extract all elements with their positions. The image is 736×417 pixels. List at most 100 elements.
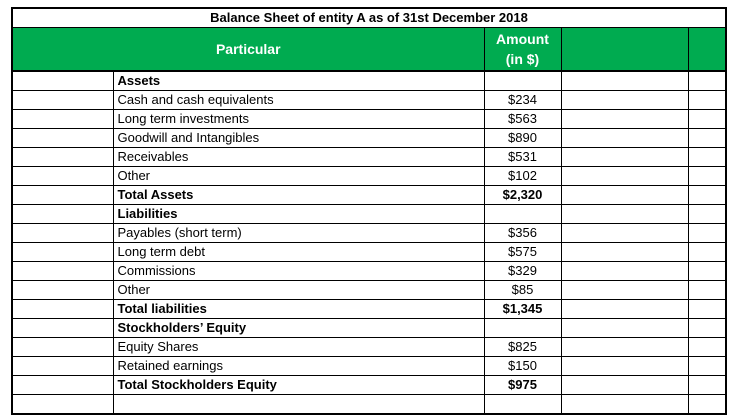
empty-cell	[560, 375, 689, 395]
row-index-cell	[11, 70, 114, 91]
empty-cell	[560, 242, 689, 262]
row-index-cell	[11, 109, 114, 129]
row-index-cell	[11, 128, 114, 148]
empty-cell	[560, 90, 689, 110]
row-amount-cell: $2,320	[483, 185, 562, 205]
row-amount-cell	[483, 204, 562, 224]
amount-header-line1: Amount	[496, 31, 549, 47]
column-header-empty-2	[687, 27, 727, 72]
row-amount-cell: $575	[483, 242, 562, 262]
empty-cell	[560, 128, 689, 148]
row-amount-cell: $531	[483, 147, 562, 167]
table-row: Equity Shares $825	[11, 337, 727, 357]
row-amount-cell: $563	[483, 109, 562, 129]
empty-cell	[560, 299, 689, 319]
row-amount-cell: $1,345	[483, 299, 562, 319]
empty-cell	[560, 261, 689, 281]
row-index-cell	[11, 166, 114, 186]
row-label-cell: Long term debt	[112, 242, 485, 262]
table-row-partial	[11, 394, 727, 415]
empty-cell	[687, 204, 727, 224]
table-row: Other $102	[11, 166, 727, 186]
row-index-cell	[11, 185, 114, 205]
table-row: Goodwill and Intangibles $890	[11, 128, 727, 148]
row-label-cell: Assets	[112, 70, 485, 91]
row-amount-cell	[483, 394, 562, 415]
row-label-cell: Commissions	[112, 261, 485, 281]
empty-cell	[687, 147, 727, 167]
table-row: Payables (short term) $356	[11, 223, 727, 243]
row-amount-cell: $356	[483, 223, 562, 243]
row-index-cell	[11, 223, 114, 243]
table-row: Retained earnings $150	[11, 356, 727, 376]
empty-cell	[687, 70, 727, 91]
empty-cell	[560, 280, 689, 300]
empty-cell	[687, 90, 727, 110]
empty-cell	[560, 166, 689, 186]
empty-cell	[687, 337, 727, 357]
row-index-cell	[11, 299, 114, 319]
empty-cell	[687, 261, 727, 281]
row-label-cell: Total liabilities	[112, 299, 485, 319]
table-row: Commissions $329	[11, 261, 727, 281]
row-index-cell	[11, 318, 114, 338]
empty-cell	[687, 242, 727, 262]
table-row: Cash and cash equivalents $234	[11, 90, 727, 110]
column-header-particular: Particular	[11, 27, 485, 72]
row-index-cell	[11, 337, 114, 357]
row-index-cell	[11, 242, 114, 262]
balance-sheet-table: Balance Sheet of entity A as of 31st Dec…	[11, 7, 728, 415]
row-label-cell: Total Stockholders Equity	[112, 375, 485, 395]
empty-cell	[560, 204, 689, 224]
row-index-cell	[11, 356, 114, 376]
column-header-row: Particular Amount (in $)	[11, 27, 727, 72]
row-amount-cell: $975	[483, 375, 562, 395]
table-row-assets-section: Assets	[11, 70, 727, 91]
table-row: Long term investments $563	[11, 109, 727, 129]
empty-cell	[687, 318, 727, 338]
row-amount-cell: $102	[483, 166, 562, 186]
empty-cell	[687, 109, 727, 129]
row-index-cell	[11, 204, 114, 224]
balance-sheet: Balance Sheet of entity A as of 31st Dec…	[11, 7, 728, 415]
empty-cell	[687, 299, 727, 319]
row-amount-cell: $890	[483, 128, 562, 148]
table-row-liabilities-section: Liabilities	[11, 204, 727, 224]
table-row-total-assets: Total Assets $2,320	[11, 185, 727, 205]
empty-cell	[560, 109, 689, 129]
table-row-total-liabilities: Total liabilities $1,345	[11, 299, 727, 319]
row-label-cell: Stockholders’ Equity	[112, 318, 485, 338]
empty-cell	[560, 147, 689, 167]
amount-header-line2: (in $)	[505, 51, 540, 67]
empty-cell	[687, 166, 727, 186]
empty-cell	[687, 375, 727, 395]
row-amount-cell: $825	[483, 337, 562, 357]
table-row-total-equity: Total Stockholders Equity $975	[11, 375, 727, 395]
row-amount-cell: $150	[483, 356, 562, 376]
row-label-cell: Payables (short term)	[112, 223, 485, 243]
row-index-cell	[11, 280, 114, 300]
table-row: Receivables $531	[11, 147, 727, 167]
row-label-cell: Long term investments	[112, 109, 485, 129]
row-label-cell: Retained earnings	[112, 356, 485, 376]
row-label-cell: Cash and cash equivalents	[112, 90, 485, 110]
row-index-cell	[11, 147, 114, 167]
row-label-cell: Other	[112, 166, 485, 186]
row-index-cell	[11, 394, 114, 415]
row-label-cell: Liabilities	[112, 204, 485, 224]
row-label-cell: Other	[112, 280, 485, 300]
column-header-amount: Amount (in $)	[483, 27, 562, 72]
row-index-cell	[11, 90, 114, 110]
empty-cell	[687, 280, 727, 300]
empty-cell	[687, 185, 727, 205]
table-row-equity-section: Stockholders’ Equity	[11, 318, 727, 338]
row-amount-cell	[483, 70, 562, 91]
row-label-cell: Goodwill and Intangibles	[112, 128, 485, 148]
row-label-cell: Total Assets	[112, 185, 485, 205]
column-header-empty-1	[560, 27, 689, 72]
empty-cell	[560, 318, 689, 338]
empty-cell	[687, 394, 727, 415]
empty-cell	[560, 70, 689, 91]
row-amount-cell: $329	[483, 261, 562, 281]
empty-cell	[560, 223, 689, 243]
